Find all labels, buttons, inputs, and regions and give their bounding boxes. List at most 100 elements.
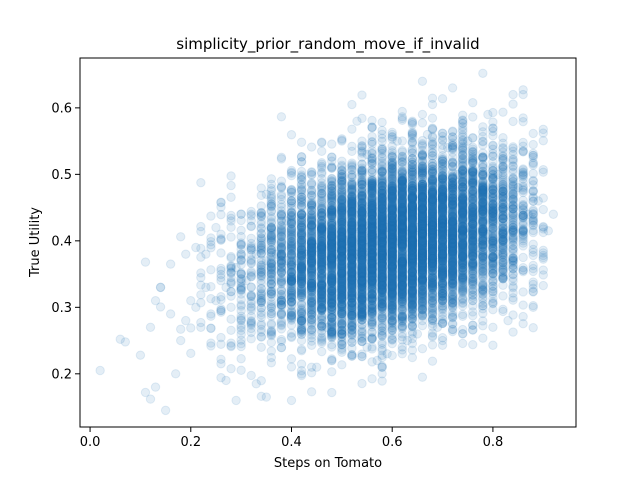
scatter-point bbox=[397, 196, 407, 207]
scatter-point bbox=[437, 216, 448, 226]
scatter-point bbox=[407, 320, 418, 331]
scatter-point bbox=[447, 266, 458, 276]
scatter-point bbox=[327, 250, 337, 260]
scatter-point bbox=[266, 346, 277, 356]
scatter-point bbox=[337, 215, 347, 225]
scatter-point bbox=[458, 262, 468, 273]
scatter-point bbox=[508, 255, 518, 266]
scatter-point bbox=[387, 257, 397, 267]
scatter-point bbox=[508, 99, 518, 109]
scatter-point bbox=[437, 252, 448, 263]
scatter-point bbox=[387, 234, 397, 245]
scatter-point bbox=[317, 240, 327, 251]
scatter-point bbox=[317, 236, 327, 246]
scatter-point bbox=[407, 242, 418, 252]
scatter-point bbox=[367, 241, 377, 251]
scatter-point bbox=[357, 280, 367, 291]
scatter-point bbox=[447, 299, 458, 309]
scatter-point bbox=[367, 200, 377, 211]
scatter-point bbox=[377, 219, 387, 230]
scatter-point bbox=[377, 125, 387, 136]
scatter-point bbox=[317, 305, 327, 316]
scatter-point bbox=[407, 266, 418, 276]
scatter-point bbox=[437, 252, 448, 262]
scatter-point bbox=[508, 288, 518, 298]
scatter-point bbox=[538, 136, 548, 146]
scatter-point bbox=[377, 182, 387, 192]
scatter-point bbox=[417, 231, 428, 241]
scatter-point bbox=[246, 258, 256, 269]
scatter-point bbox=[528, 286, 538, 297]
scatter-point bbox=[417, 252, 428, 263]
scatter-point bbox=[538, 204, 548, 215]
scatter-point bbox=[478, 203, 488, 214]
scatter-point bbox=[397, 227, 407, 238]
scatter-point bbox=[216, 248, 226, 258]
scatter-point bbox=[458, 257, 468, 268]
scatter-point bbox=[417, 188, 428, 198]
scatter-point bbox=[447, 269, 458, 279]
scatter-point bbox=[246, 245, 256, 255]
plot-area bbox=[80, 58, 576, 427]
scatter-point bbox=[347, 231, 357, 241]
scatter-point bbox=[367, 247, 377, 257]
scatter-point bbox=[508, 222, 518, 233]
scatter-point bbox=[447, 161, 458, 171]
scatter-point bbox=[407, 184, 418, 195]
scatter-point bbox=[407, 266, 418, 276]
scatter-point bbox=[367, 261, 377, 272]
scatter-point bbox=[387, 210, 397, 221]
scatter-point bbox=[458, 227, 468, 237]
scatter-point bbox=[488, 173, 498, 184]
scatter-point bbox=[337, 245, 347, 256]
scatter-point bbox=[337, 292, 347, 302]
scatter-point bbox=[306, 220, 317, 230]
scatter-point bbox=[317, 251, 327, 262]
scatter-point bbox=[256, 288, 266, 299]
scatter-point bbox=[347, 275, 357, 285]
scatter-point bbox=[286, 260, 297, 270]
scatter-point bbox=[458, 251, 468, 262]
scatter-point bbox=[226, 277, 236, 288]
chart-title: simplicity_prior_random_move_if_invalid bbox=[176, 35, 479, 54]
scatter-point bbox=[447, 217, 458, 227]
scatter-point bbox=[417, 372, 428, 382]
scatter-point bbox=[458, 255, 468, 266]
scatter-point bbox=[407, 314, 418, 324]
scatter-point bbox=[417, 204, 428, 214]
scatter-point bbox=[437, 267, 448, 277]
scatter-point bbox=[427, 279, 438, 289]
scatter-point bbox=[437, 298, 448, 308]
scatter-point bbox=[417, 254, 428, 264]
scatter-point bbox=[518, 146, 528, 157]
scatter-point bbox=[447, 247, 458, 257]
scatter-point bbox=[347, 312, 357, 323]
scatter-point bbox=[337, 337, 347, 347]
scatter-point bbox=[186, 323, 196, 333]
scatter-point bbox=[377, 297, 387, 307]
scatter-point bbox=[337, 313, 347, 323]
scatter-point bbox=[458, 273, 468, 283]
scatter-point bbox=[377, 270, 387, 281]
points-layer bbox=[95, 68, 559, 416]
scatter-point bbox=[468, 339, 478, 350]
scatter-point bbox=[407, 192, 418, 202]
scatter-point bbox=[226, 192, 236, 202]
scatter-point bbox=[367, 264, 377, 275]
scatter-point bbox=[417, 218, 428, 228]
scatter-point bbox=[317, 264, 327, 275]
scatter-point bbox=[377, 211, 387, 221]
scatter-point bbox=[488, 263, 498, 273]
scatter-point bbox=[397, 229, 407, 240]
scatter-point bbox=[468, 307, 478, 317]
scatter-point bbox=[306, 178, 317, 188]
scatter-point bbox=[417, 226, 428, 237]
scatter-point bbox=[317, 137, 327, 147]
scatter-point bbox=[468, 112, 478, 122]
scatter-point bbox=[276, 154, 287, 164]
scatter-point bbox=[246, 233, 256, 243]
scatter-point bbox=[417, 109, 428, 120]
scatter-point bbox=[458, 274, 468, 285]
scatter-point bbox=[508, 255, 518, 265]
scatter-point bbox=[246, 319, 256, 329]
